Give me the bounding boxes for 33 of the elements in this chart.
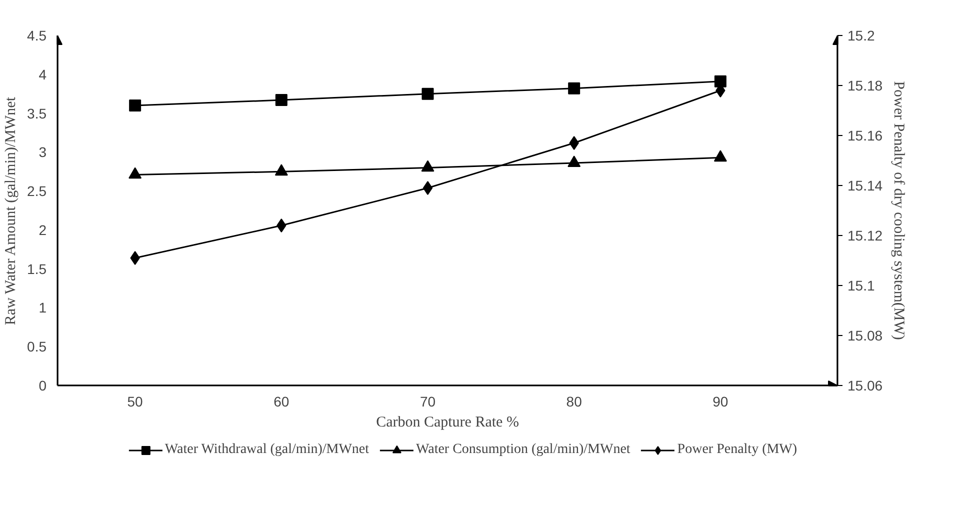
y2-tick-label: 15.2 xyxy=(848,28,875,44)
y-tick-label: 4.5 xyxy=(27,28,47,44)
y-axis-title: Raw Water Amount (gal/min)/MWnet xyxy=(3,96,20,326)
y2-tick-label: 15.14 xyxy=(848,178,883,194)
legend-label: Water Withdrawal (gal/min)/MWnet xyxy=(164,442,370,458)
y2-tick-label: 15.1 xyxy=(848,278,875,294)
y-tick-label: 3.5 xyxy=(27,105,47,122)
y-tick-label: 0.5 xyxy=(27,338,47,355)
y-tick-label: 1 xyxy=(38,300,47,316)
y2-tick-label: 15.16 xyxy=(848,128,883,144)
y2-tick-label: 15.18 xyxy=(848,78,883,94)
point xyxy=(569,136,579,150)
legend-label: Power Penalty (MW) xyxy=(677,442,798,458)
x-tick-label: 90 xyxy=(712,394,728,410)
y-tick-label: 2 xyxy=(38,222,47,238)
x-tick-label: 50 xyxy=(127,394,144,410)
x-axis-title: Carbon Capture Rate % xyxy=(376,414,519,430)
x-tick-label: 60 xyxy=(274,394,290,410)
y-tick-label: 1.5 xyxy=(27,260,47,277)
x-tick-label: 70 xyxy=(420,394,436,410)
y2-axis-title: Power Penalty of dry cooling system(MW) xyxy=(890,81,907,340)
point xyxy=(130,251,140,265)
y-tick-label: 3 xyxy=(38,144,47,160)
y2-tick-label: 15.12 xyxy=(848,228,883,244)
y2-tick-label: 15.06 xyxy=(848,378,883,394)
y2-tick-label: 15.08 xyxy=(848,328,883,344)
point xyxy=(422,181,433,195)
x-tick-label: 80 xyxy=(566,394,582,410)
y-tick-label: 2.5 xyxy=(27,183,47,200)
legend-label: Water Consumption (gal/min)/MWnet xyxy=(416,442,630,458)
y-tick-label: 0 xyxy=(38,378,47,394)
point xyxy=(276,218,286,232)
y-tick-label: 4 xyxy=(38,66,47,82)
